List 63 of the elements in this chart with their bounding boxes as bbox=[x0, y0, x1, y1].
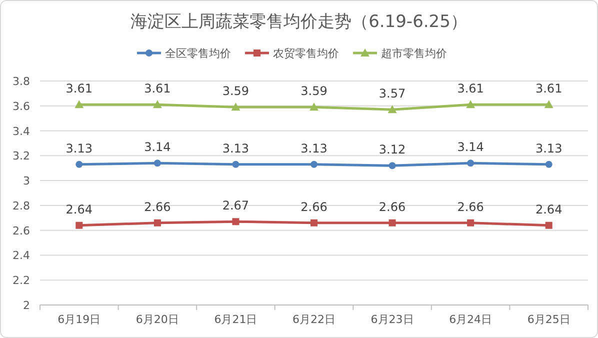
point bbox=[467, 219, 474, 226]
data-label: 3.13 bbox=[300, 141, 328, 156]
x-tick-label: 6月19日 bbox=[58, 313, 101, 326]
data-label: 2.64 bbox=[536, 202, 562, 216]
data-label: 3.61 bbox=[144, 82, 171, 96]
x-tick-label: 6月23日 bbox=[370, 313, 414, 326]
data-label: 3.61 bbox=[66, 82, 92, 96]
data-label: 3.57 bbox=[378, 86, 406, 101]
data-label: 2.66 bbox=[457, 200, 484, 214]
point bbox=[152, 100, 162, 108]
y-tick-label: 3.2 bbox=[12, 150, 30, 163]
legend-label: 农贸零售均价 bbox=[273, 47, 339, 60]
y-tick-label: 3.4 bbox=[12, 124, 30, 138]
data-label: 3.61 bbox=[536, 82, 562, 96]
x-tick-label: 6月25日 bbox=[527, 313, 570, 326]
data-label: 3.14 bbox=[457, 140, 484, 154]
x-tick-label: 6月22日 bbox=[292, 313, 336, 326]
y-tick-label: 3.6 bbox=[12, 100, 30, 113]
point bbox=[545, 222, 552, 229]
data-label: 3.12 bbox=[378, 142, 406, 157]
point bbox=[76, 160, 83, 168]
point bbox=[310, 102, 318, 111]
data-label: 3.61 bbox=[457, 82, 484, 96]
y-tick-label: 2.6 bbox=[12, 224, 30, 238]
y-tick-label: 3 bbox=[23, 174, 30, 188]
data-label: 3.13 bbox=[66, 141, 92, 156]
y-tick-label: 2.8 bbox=[12, 199, 30, 212]
data-label: 3.13 bbox=[222, 141, 250, 156]
point bbox=[310, 160, 318, 168]
point bbox=[545, 160, 552, 168]
data-label: 2.67 bbox=[222, 198, 250, 213]
data-label: 3.14 bbox=[144, 140, 171, 154]
data-label: 3.13 bbox=[536, 141, 562, 156]
data-label: 3.59 bbox=[222, 84, 250, 98]
point bbox=[76, 222, 83, 229]
point bbox=[388, 219, 396, 226]
x-tick-label: 6月20日 bbox=[136, 313, 179, 326]
point bbox=[232, 160, 240, 168]
legend-label: 超市零售均价 bbox=[381, 47, 447, 60]
y-tick-label: 3.8 bbox=[12, 75, 30, 88]
point bbox=[154, 160, 161, 167]
point bbox=[466, 100, 476, 108]
y-tick-label: 2.4 bbox=[12, 249, 30, 262]
y-tick-label: 2 bbox=[23, 299, 30, 312]
chart-title: 海淀区上周蔬菜零售均价走势（6.19-6.25） bbox=[130, 12, 468, 32]
point bbox=[388, 162, 396, 170]
point bbox=[310, 219, 318, 226]
legend-label: 全区零售均价 bbox=[165, 47, 231, 60]
point bbox=[231, 102, 240, 111]
point bbox=[154, 219, 161, 226]
point bbox=[467, 160, 474, 167]
data-label: 2.64 bbox=[66, 202, 92, 216]
data-label: 2.66 bbox=[378, 200, 406, 214]
x-tick-label: 6月21日 bbox=[214, 313, 258, 326]
data-label: 3.59 bbox=[300, 84, 328, 98]
data-label: 2.66 bbox=[300, 200, 328, 214]
point bbox=[74, 100, 84, 108]
point bbox=[388, 105, 397, 114]
data-label: 2.66 bbox=[144, 200, 171, 214]
y-tick-label: 2.2 bbox=[12, 274, 30, 288]
point bbox=[544, 100, 554, 108]
x-tick-label: 6月24日 bbox=[449, 313, 492, 326]
point bbox=[232, 218, 240, 226]
